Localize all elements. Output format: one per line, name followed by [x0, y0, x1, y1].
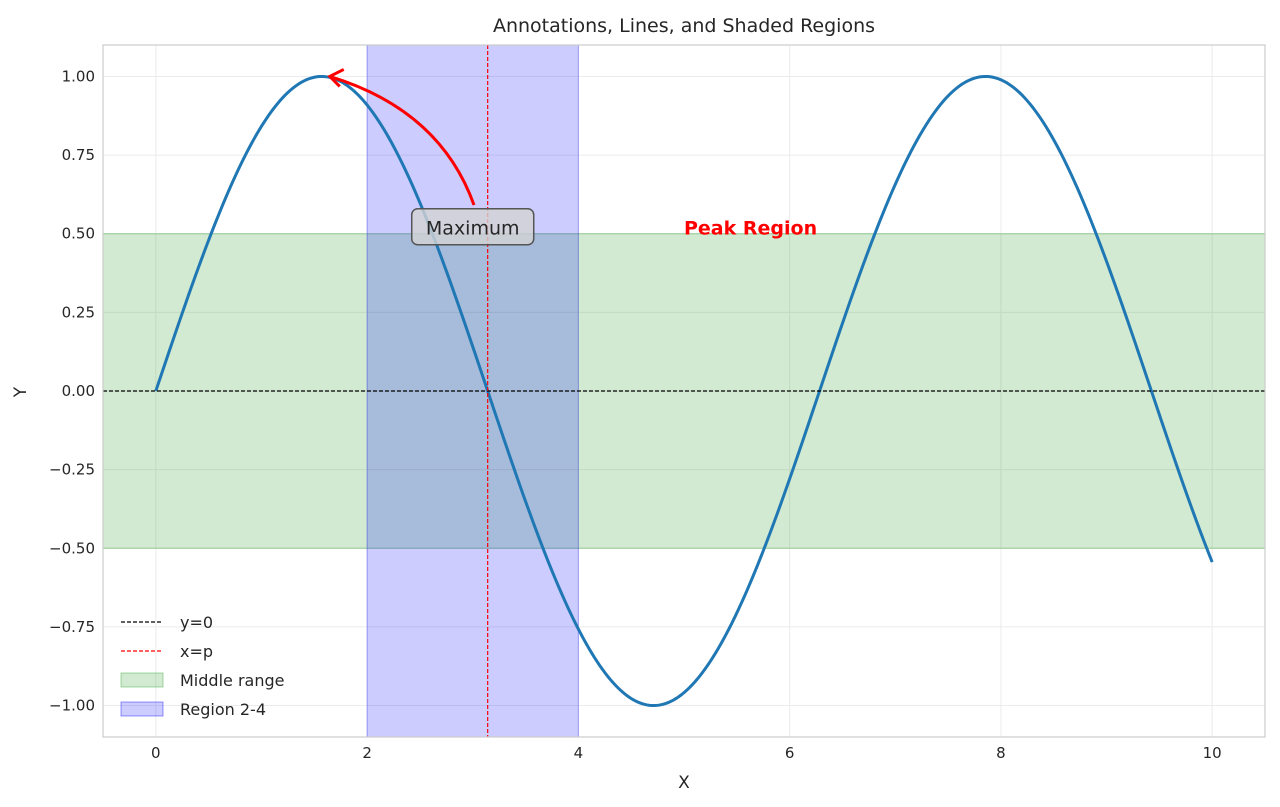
- y-tick-label: −0.75: [49, 618, 95, 636]
- x-tick-label: 2: [362, 744, 372, 762]
- legend-label: Region 2-4: [180, 700, 266, 719]
- y-tick-label: −0.50: [49, 539, 95, 557]
- y-tick-label: 1.00: [62, 67, 95, 85]
- annotation-box: [410, 207, 535, 246]
- x-tick-label: 10: [1203, 744, 1222, 762]
- x-axis-label: X: [678, 773, 690, 793]
- annotation-arrow: [329, 75, 476, 206]
- arrow-head-icon: [327, 68, 345, 88]
- y-tick-label: 0.50: [62, 225, 95, 243]
- legend-label: Middle range: [180, 671, 284, 690]
- legend-patch-swatch: [120, 672, 164, 688]
- x-tick-label: 6: [785, 744, 795, 762]
- y-tick-label: −0.25: [49, 461, 95, 479]
- y-tick-label: 0.00: [62, 382, 95, 400]
- chart-title: Annotations, Lines, and Shaded Regions: [493, 15, 875, 37]
- legend-label: y=0: [180, 613, 213, 632]
- y-axis-label: Y: [11, 386, 31, 398]
- plot-frame: [102, 44, 1266, 738]
- x-tick-label: 4: [574, 744, 584, 762]
- legend: y=0 x=p Middle range Region 2-4: [120, 613, 284, 719]
- x-tick-label: 0: [151, 744, 161, 762]
- legend-label: x=p: [180, 642, 213, 661]
- y-tick-label: 0.75: [62, 146, 95, 164]
- legend-patch-swatch: [120, 701, 164, 717]
- y-tick-label: 0.25: [62, 303, 95, 321]
- annotation-peak-region-text: Peak Region: [684, 218, 817, 240]
- x-tick-label: 8: [996, 744, 1006, 762]
- y-tick-label: −1.00: [49, 697, 95, 715]
- annotation-maximum-text: Maximum: [426, 218, 520, 240]
